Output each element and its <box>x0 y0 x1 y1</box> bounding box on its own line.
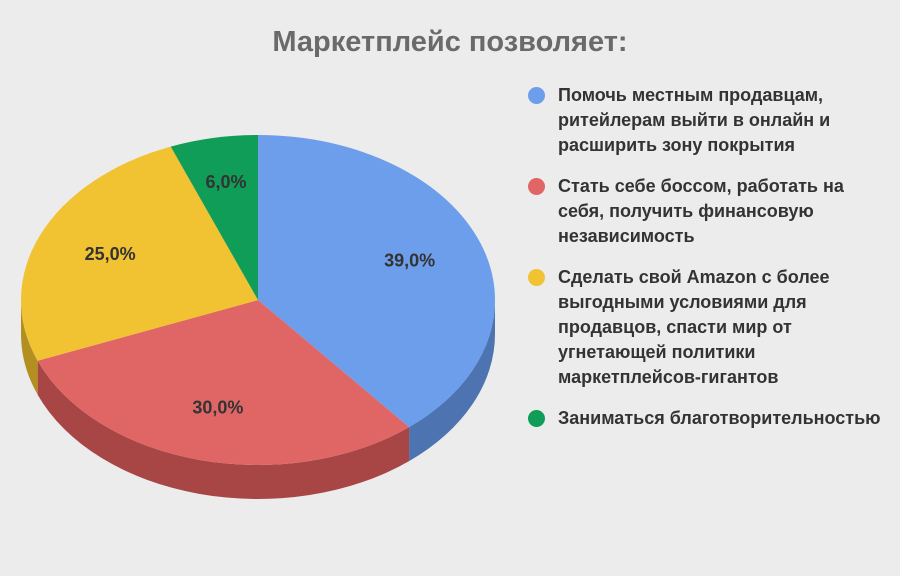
legend-marker <box>528 410 545 427</box>
pie-slice-label: 25,0% <box>85 244 136 264</box>
pie-slice <box>258 135 495 428</box>
pie-slice-label: 30,0% <box>192 397 243 417</box>
pie-sides <box>21 300 495 499</box>
pie-slice <box>37 300 410 465</box>
pie-slice <box>170 135 258 300</box>
legend: Помочь местным продавцам, ритейлерам вый… <box>528 83 888 447</box>
pie-slices <box>20 135 495 465</box>
pie-slice-side <box>37 360 410 499</box>
legend-marker <box>528 87 545 104</box>
pie-slice-side <box>409 300 495 462</box>
legend-label: Стать себе боссом, работать на себя, пол… <box>558 176 844 246</box>
legend-item: Заниматься благотворительностью <box>528 406 888 431</box>
pie-slice-label: 6,0% <box>206 172 247 192</box>
pie-slice-side <box>21 300 38 395</box>
legend-item: Помочь местным продавцам, ритейлерам вый… <box>528 83 888 158</box>
legend-item: Сделать свой Amazon с более выгодными ус… <box>528 265 888 390</box>
legend-marker <box>528 178 545 195</box>
legend-label: Заниматься благотворительностью <box>558 408 881 428</box>
legend-label: Сделать свой Amazon с более выгодными ус… <box>558 267 830 387</box>
legend-item: Стать себе боссом, работать на себя, пол… <box>528 174 888 249</box>
pie-labels: 39,0% 30,0% 25,0% 6,0% <box>85 172 436 417</box>
legend-label: Помочь местным продавцам, ритейлерам вый… <box>558 85 831 155</box>
chart-title: Маркетплейс позволяет: <box>272 26 628 58</box>
pie-slice <box>20 146 258 361</box>
pie-slice-label: 39,0% <box>384 251 435 271</box>
legend-marker <box>528 269 545 286</box>
